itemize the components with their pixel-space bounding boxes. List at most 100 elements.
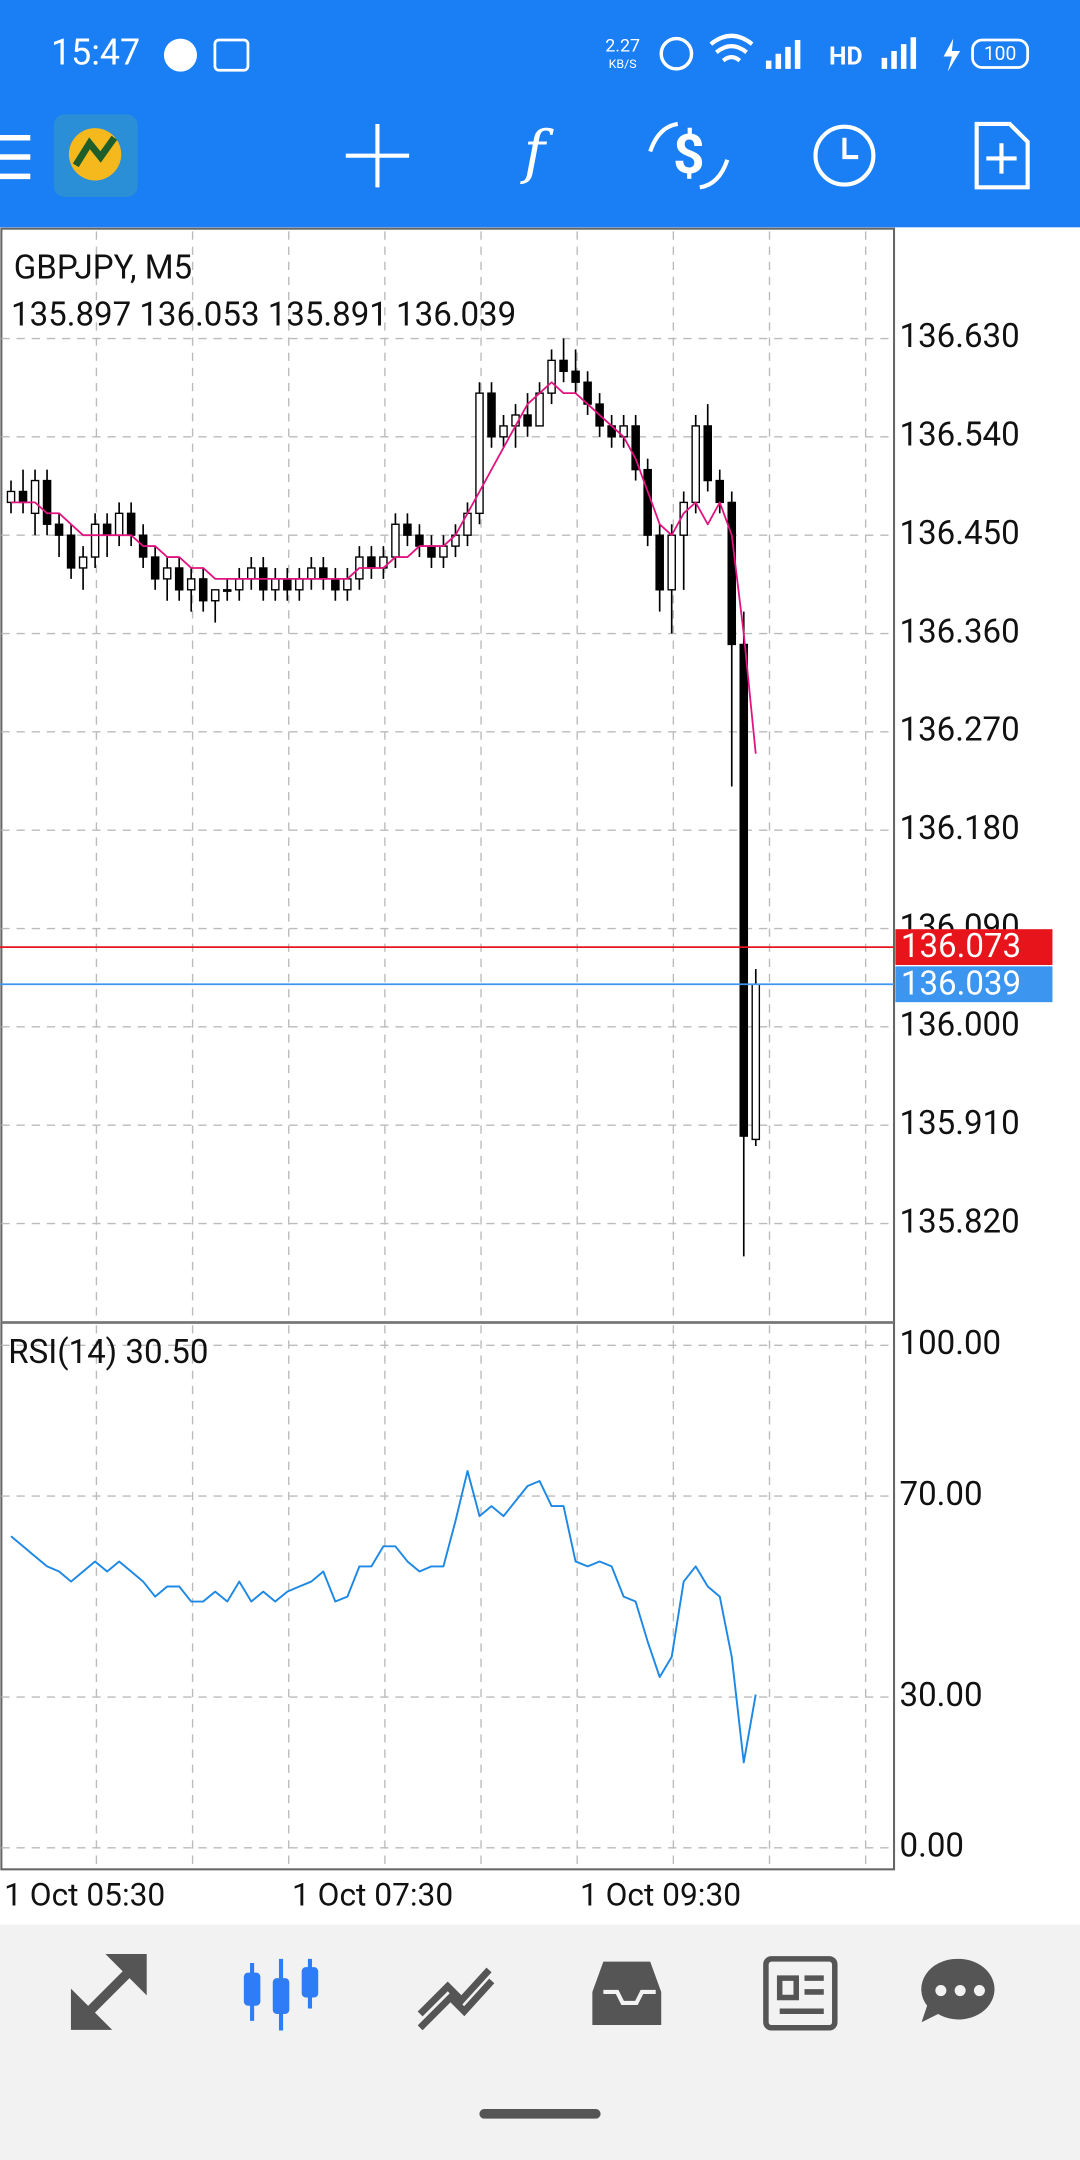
logo-chart bbox=[72, 135, 118, 168]
news-icon bbox=[763, 1956, 838, 2031]
candle-body bbox=[150, 556, 160, 580]
wifi-icon bbox=[709, 33, 754, 63]
candle-body bbox=[439, 545, 448, 558]
hd-icon: HD bbox=[829, 42, 863, 71]
candle-body bbox=[30, 479, 40, 515]
clock: 15:47 bbox=[51, 32, 140, 74]
news-tab[interactable] bbox=[763, 1956, 838, 2031]
signal-icon bbox=[765, 39, 801, 69]
y-tick-label: 136.270 bbox=[900, 711, 1020, 750]
y-tick-label: 136.540 bbox=[900, 416, 1020, 455]
inbox-slot bbox=[603, 1989, 656, 2006]
candle-body bbox=[499, 425, 508, 438]
candle-body bbox=[631, 425, 640, 471]
candle-body bbox=[475, 392, 484, 515]
candle-body bbox=[343, 578, 352, 591]
candle-body bbox=[210, 589, 220, 602]
candle-body bbox=[535, 392, 544, 427]
history-tab[interactable] bbox=[592, 1961, 662, 2025]
chart-tab[interactable] bbox=[243, 1958, 319, 2031]
candle-body bbox=[6, 490, 16, 504]
battery-icon bbox=[971, 38, 1030, 69]
rsi-title: RSI(14) 30.50 bbox=[8, 1333, 208, 1372]
candle-body bbox=[547, 359, 556, 394]
candle-body bbox=[126, 512, 136, 536]
candle-body bbox=[66, 534, 76, 569]
home-indicator bbox=[479, 2109, 601, 2119]
chat-dot bbox=[935, 1985, 947, 1997]
candle-body bbox=[307, 567, 316, 580]
chat-icon bbox=[163, 38, 197, 72]
y-tick-label: 136.360 bbox=[900, 612, 1020, 651]
symbols-button[interactable]: $ bbox=[648, 121, 730, 190]
news-lines bbox=[776, 1975, 824, 2014]
candle-body bbox=[691, 425, 700, 504]
ohlc-values: 135.897 136.053 135.891 136.039 bbox=[11, 296, 516, 335]
candle-icon bbox=[301, 1967, 319, 1998]
candle-body bbox=[391, 523, 400, 558]
news-icon bbox=[213, 38, 250, 72]
y-tick-label: 136.450 bbox=[900, 514, 1020, 553]
y-tick-label: 136.180 bbox=[900, 809, 1020, 848]
crosshair-icon bbox=[345, 123, 410, 188]
net-speed: 2.27 bbox=[605, 36, 640, 57]
x-tick-label: 1 Oct 09:30 bbox=[580, 1876, 741, 1913]
chat-dot bbox=[973, 1985, 985, 1997]
chat-tab[interactable] bbox=[921, 1958, 995, 2023]
y-tick-label: 136.630 bbox=[900, 317, 1020, 356]
candle-body bbox=[487, 392, 496, 438]
candle-body bbox=[162, 567, 172, 580]
candle-body bbox=[751, 983, 761, 1141]
charging-icon bbox=[943, 38, 961, 72]
candle-body bbox=[54, 523, 64, 536]
timeframe-button[interactable] bbox=[813, 124, 876, 187]
quotes-tab[interactable] bbox=[70, 1954, 147, 2030]
chat-dot bbox=[954, 1985, 966, 1997]
swap-arrows bbox=[648, 121, 730, 190]
chart-area[interactable]: 135.820135.910136.000136.090136.180136.2… bbox=[0, 227, 1053, 1914]
trade-tab[interactable] bbox=[417, 1967, 495, 2031]
indicator-line bbox=[11, 381, 757, 754]
bottom-nav bbox=[0, 1924, 1080, 2160]
candle-body bbox=[114, 512, 124, 536]
quotes-icon bbox=[70, 1954, 147, 2030]
indicator-line bbox=[10, 1469, 757, 1764]
menu-button[interactable] bbox=[0, 135, 31, 180]
x-tick-label: 1 Oct 05:30 bbox=[4, 1876, 165, 1913]
inbox-icon bbox=[592, 1961, 662, 2025]
y-tick-label: 135.820 bbox=[900, 1202, 1020, 1241]
candle-body bbox=[715, 479, 725, 504]
crosshair-button[interactable] bbox=[345, 123, 410, 188]
menu-icon bbox=[0, 135, 31, 180]
candle-body bbox=[319, 567, 328, 580]
clock-hands bbox=[842, 137, 859, 160]
candle-body bbox=[102, 523, 112, 536]
y-tick-label: 0.00 bbox=[900, 1827, 964, 1866]
candle-body bbox=[42, 479, 52, 525]
x-tick-label: 1 Oct 07:30 bbox=[292, 1876, 453, 1913]
dollar-icon: $ bbox=[673, 123, 705, 187]
candle-body bbox=[18, 490, 28, 504]
candle-body bbox=[727, 501, 737, 646]
candle-body bbox=[283, 578, 292, 591]
price-tag bbox=[895, 929, 1053, 966]
y-tick-label: 135.910 bbox=[900, 1104, 1020, 1143]
net-unit: KB/S bbox=[609, 58, 637, 72]
candle-body bbox=[78, 556, 88, 569]
candle-body bbox=[295, 578, 304, 591]
symbol-title: GBPJPY, M5 bbox=[14, 249, 192, 288]
candle-body bbox=[739, 643, 749, 1137]
new-order-button[interactable] bbox=[974, 121, 1030, 190]
candle-body bbox=[667, 534, 676, 591]
price-tag-label: 136.039 bbox=[901, 964, 1021, 1003]
app-logo[interactable] bbox=[53, 114, 138, 197]
candle-body bbox=[222, 589, 232, 592]
y-tick-label: 100.00 bbox=[900, 1324, 1002, 1363]
price-tag-label: 136.073 bbox=[901, 927, 1021, 966]
candle-body bbox=[367, 556, 376, 569]
chart-frame bbox=[0, 227, 896, 1871]
battery-level: 100 bbox=[984, 42, 1016, 65]
plus-icon bbox=[986, 143, 1017, 174]
